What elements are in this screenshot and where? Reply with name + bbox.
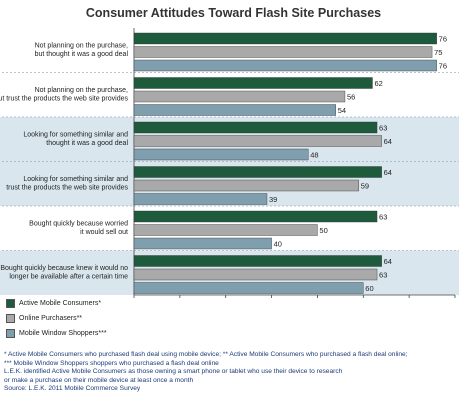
category-label: but trust the products the web site prov…	[0, 95, 128, 102]
data-label: 64	[384, 137, 392, 146]
data-label: 48	[310, 151, 318, 160]
footnote-line: Source: L.E.K. 2011 Mobile Commerce Surv…	[4, 385, 141, 393]
category-label: Looking for something similar and	[23, 131, 128, 138]
bar	[133, 59, 437, 72]
bar	[133, 135, 382, 147]
data-label: 59	[361, 182, 369, 191]
data-label: 64	[384, 257, 392, 266]
data-label: 63	[379, 124, 387, 133]
legend-swatch	[6, 328, 15, 338]
bar	[133, 121, 378, 134]
bar	[133, 282, 364, 294]
legend-item-window-shoppers: Mobile Window Shoppers***	[6, 327, 130, 339]
footnote-line: L.E.K. identified Active Mobile Consumer…	[4, 368, 343, 376]
category-label: Not planning on the purchase,	[35, 87, 128, 94]
bar	[133, 255, 382, 267]
data-label: 54	[338, 106, 346, 115]
bar	[133, 90, 346, 103]
legend-swatch	[6, 298, 15, 308]
legend-label: Online Purchasers**	[19, 314, 83, 322]
legend: Active Mobile Consumers* Online Purchase…	[6, 297, 130, 342]
data-label: 76	[439, 35, 447, 44]
footnote-line: *** Mobile Window Shoppers shoppers who …	[4, 359, 219, 367]
data-label: 60	[365, 284, 373, 293]
legend-item-online: Online Purchasers**	[6, 312, 130, 324]
data-label: 63	[379, 271, 387, 280]
legend-label: Active Mobile Consumers*	[19, 299, 102, 307]
bar	[133, 179, 359, 192]
data-label: 39	[269, 195, 277, 204]
category-label: trust the products the web site provides	[6, 184, 128, 191]
bar	[133, 237, 272, 250]
category-label: it would sell out	[80, 229, 128, 236]
category-label: thought it was a good deal	[46, 140, 128, 147]
data-label: 40	[274, 240, 282, 249]
category-label: longer be available after a certain time	[9, 273, 128, 280]
legend-item-active-mobile: Active Mobile Consumers*	[6, 297, 130, 309]
bar	[133, 104, 336, 116]
data-label: 64	[384, 168, 392, 177]
footnotes: * Active Mobile Consumers who purchased …	[4, 351, 466, 394]
bar	[133, 210, 378, 223]
category-label: Looking for something similar and	[23, 176, 128, 183]
data-label: 50	[319, 226, 327, 235]
legend-label: Mobile Window Shoppers***	[19, 329, 107, 337]
bar	[133, 148, 309, 161]
bar	[133, 193, 268, 205]
footnote-line: * Active Mobile Consumers who purchased …	[4, 351, 408, 358]
category-label: but thought it was a good deal	[35, 51, 129, 58]
data-label: 63	[379, 213, 387, 222]
bar	[133, 32, 437, 45]
bar	[133, 224, 318, 236]
footnote-line: or make a purchase on their mobile devic…	[4, 376, 194, 384]
chart-title: Consumer Attitudes Toward Flash Site Pur…	[85, 6, 382, 20]
bar	[133, 46, 433, 58]
legend-swatch	[6, 313, 15, 323]
bar	[133, 166, 382, 178]
data-label: 76	[439, 62, 447, 71]
data-label: 62	[374, 79, 382, 88]
bar	[133, 77, 373, 89]
bar	[133, 268, 378, 281]
category-label: Not planning on the purchase,	[35, 42, 128, 49]
category-label: Bought quickly because knew it would no	[0, 265, 128, 272]
category-label: Bought quickly because worried	[29, 220, 128, 227]
data-label: 75	[434, 48, 442, 57]
data-label: 56	[347, 93, 355, 102]
